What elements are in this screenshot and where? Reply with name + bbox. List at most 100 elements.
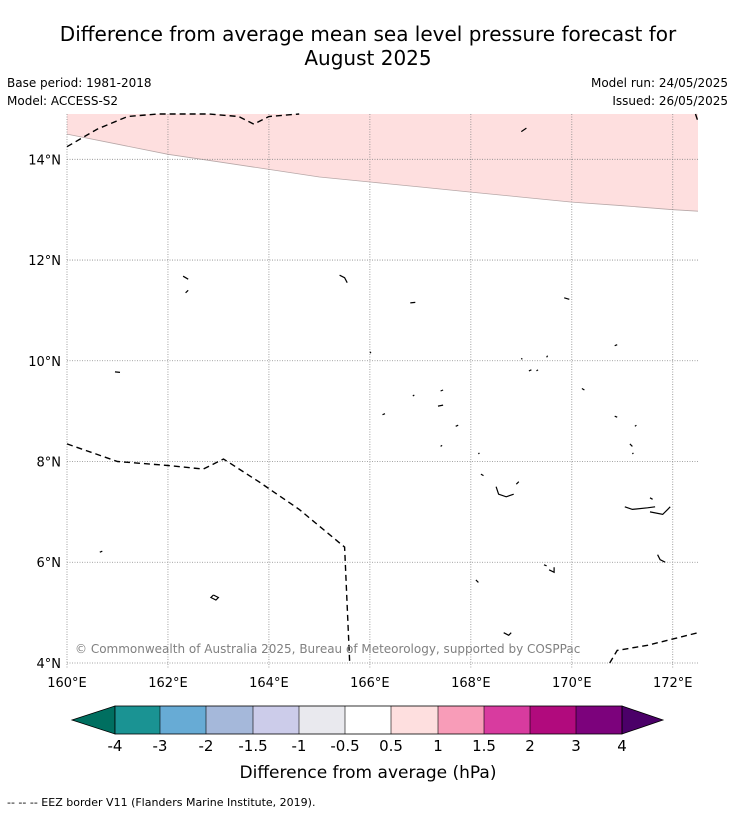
colorbar-tick-label: -1.5 (238, 737, 267, 755)
anomaly-region-0.5-to-1 (67, 114, 698, 212)
island-outline (634, 424, 637, 427)
island-outline (614, 344, 618, 347)
colorbar-tick-label: -4 (108, 737, 123, 755)
lon-tick-label: 168°E (451, 676, 491, 691)
colorbar-tick-label: 1.5 (472, 737, 496, 755)
island-outline (536, 369, 539, 372)
eez-border-line (66, 443, 351, 664)
island-outline (515, 481, 520, 485)
issued-date: Issued: 26/05/2025 (612, 94, 728, 108)
colorbar-segment (299, 706, 345, 734)
colorbar-arrow-high (621, 705, 665, 735)
island-outline (382, 413, 386, 416)
colorbar-segment (391, 706, 438, 734)
colorbar-tick-label: -3 (153, 737, 168, 755)
base-period: Base period: 1981-2018 (7, 76, 152, 90)
colorbar-tick-label: 2 (525, 737, 535, 755)
eez-border-line (609, 632, 699, 664)
island-outline (475, 579, 479, 583)
colorbar: -4 -3 -2 -1.5 -1 -0.5 0.5 1 1.5 2 3 4 (70, 705, 665, 755)
model-run: Model run: 24/05/2025 (590, 76, 728, 90)
lat-tick-label: 12°N (28, 254, 61, 269)
island-outline (369, 351, 372, 354)
lon-tick-label: 160°E (47, 676, 87, 691)
colorbar-segment (345, 706, 391, 734)
lat-tick-label: 14°N (28, 153, 61, 168)
metadata-left: Base period: 1981-2018 Model: ACCESS-S2 (7, 74, 152, 110)
island-outline (520, 357, 523, 360)
island-outline (548, 567, 555, 574)
lon-tick-label: 162°E (148, 676, 188, 691)
colorbar-segment (160, 706, 206, 734)
island-outline (412, 394, 415, 397)
lat-tick-label: 6°N (37, 556, 62, 571)
island-outline (503, 632, 512, 637)
island-outline (657, 554, 666, 563)
lon-tick-label: 164°E (249, 676, 289, 691)
colorbar-tick-label: 1 (433, 737, 443, 755)
anomaly-layer (66, 114, 699, 212)
title-line-2: August 2025 (304, 46, 432, 70)
anomaly-contour (66, 133, 699, 212)
island-outline (546, 355, 549, 358)
lon-tick-label: 166°E (350, 676, 390, 691)
island-outline (437, 404, 444, 407)
colorbar-tick-label: 3 (571, 737, 581, 755)
coastline-layer (99, 127, 671, 637)
colorbar-outline (114, 705, 623, 735)
lat-tick-label: 4°N (37, 657, 62, 672)
colorbar-segment (253, 706, 299, 734)
colorbar-segment (206, 706, 253, 734)
island-outline (614, 415, 618, 418)
lon-tick-label: 170°E (552, 676, 592, 691)
island-outline (631, 452, 634, 455)
island-outline (455, 424, 459, 427)
island-outline (99, 550, 103, 553)
island-outline (649, 497, 653, 500)
colorbar-segment (530, 706, 576, 734)
colorbar-segment (115, 706, 160, 734)
model-name: Model: ACCESS-S2 (7, 94, 119, 108)
colorbar-tick-label: -2 (199, 737, 214, 755)
colorbar-arrow-low (70, 705, 116, 735)
graticule (66, 114, 698, 668)
island-outline (477, 452, 480, 455)
map-title: Difference from average mean sea level p… (0, 22, 736, 70)
island-outline (543, 564, 547, 567)
colorbar-tick-label: -0.5 (330, 737, 359, 755)
title-line-1: Difference from average mean sea level p… (59, 22, 677, 46)
island-outline (520, 127, 527, 133)
lon-tick-label: 172°E (653, 676, 693, 691)
island-outline (185, 289, 189, 294)
island-outline (629, 443, 633, 447)
island-outline (440, 444, 443, 447)
eez-border-line (66, 113, 300, 148)
island-outline (480, 473, 484, 477)
island-outline (209, 594, 220, 601)
colorbar-tick-label: -1 (292, 737, 307, 755)
eez-legend-note: -- -- -- EEZ border V11 (Flanders Marine… (7, 796, 316, 809)
island-outline (581, 387, 585, 391)
eez-border-line (694, 113, 699, 122)
copyright-text: © Commonwealth of Australia 2025, Bureau… (75, 642, 580, 656)
island-outline (649, 506, 671, 516)
lat-tick-label: 10°N (28, 355, 61, 370)
island-outline (528, 369, 532, 372)
island-outline (410, 301, 416, 304)
colorbar-tick-label: 0.5 (379, 737, 403, 755)
colorbar-tick-label: 4 (617, 737, 627, 755)
island-outline (495, 486, 514, 498)
island-outline (182, 275, 189, 280)
colorbar-segment (438, 706, 484, 734)
axis-tick-labels: 160°E 162°E 164°E 166°E 168°E 170°E 172°E 4°N 6°… (28, 153, 692, 691)
island-outline (440, 389, 444, 392)
metadata-right: Model run: 24/05/2025 Issued: 26/05/2025 (591, 74, 728, 110)
island-outline (339, 274, 348, 283)
eez-border-layer (66, 113, 699, 664)
island-outline (114, 371, 121, 373)
colorbar-segment (484, 706, 530, 734)
island-outline (564, 297, 570, 300)
lat-tick-label: 8°N (37, 456, 62, 471)
colorbar-label: Difference from average (hPa) (240, 763, 497, 783)
